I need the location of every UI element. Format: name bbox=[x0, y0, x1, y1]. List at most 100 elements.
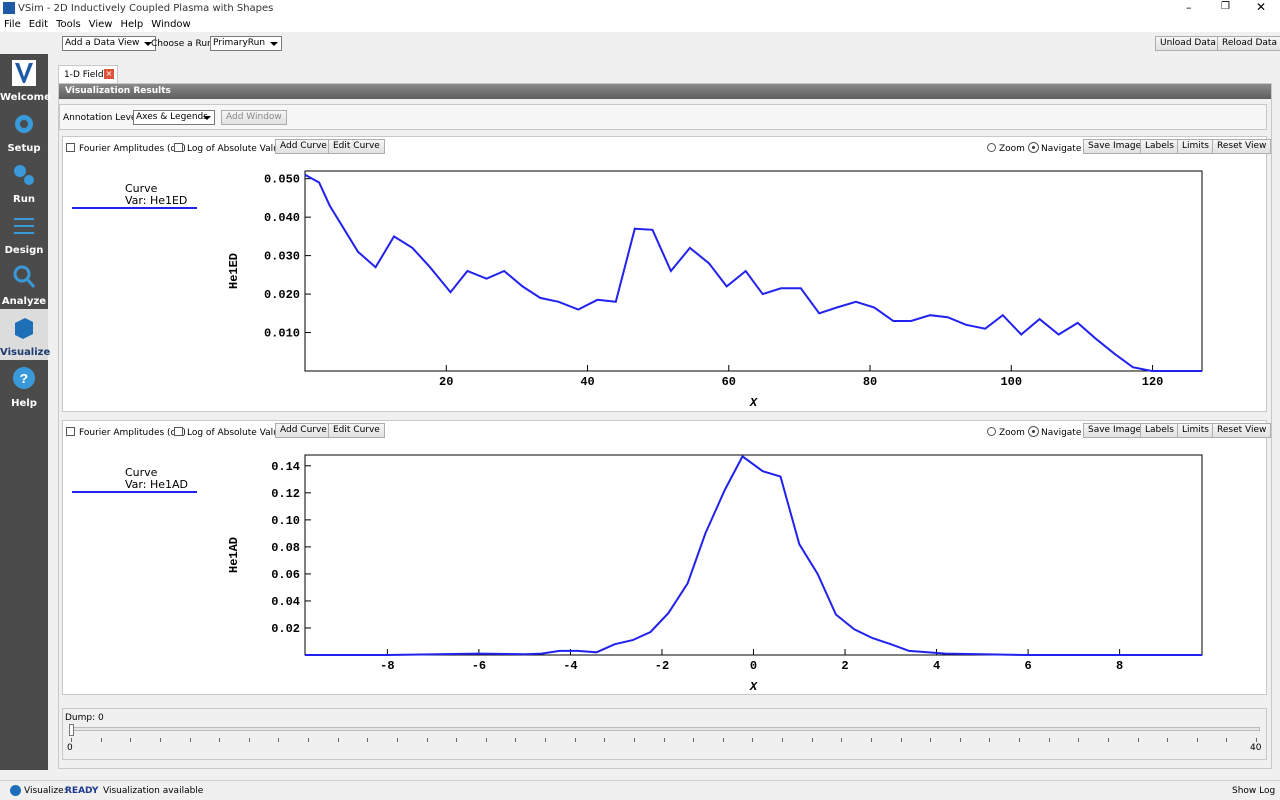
slider-tick bbox=[604, 738, 606, 742]
sidebar-item[interactable]: Design bbox=[0, 207, 48, 258]
limits-button[interactable]: Limits bbox=[1177, 423, 1214, 438]
slider-tick bbox=[396, 738, 398, 742]
slider-tick bbox=[426, 738, 428, 742]
radio[interactable] bbox=[1028, 426, 1039, 437]
slider-tick bbox=[693, 738, 695, 742]
x-tick-label: 120 bbox=[1142, 375, 1164, 389]
slider-tick bbox=[989, 738, 991, 742]
sidebar-label: Visualize bbox=[0, 347, 51, 358]
tab-close[interactable]: × bbox=[104, 69, 114, 79]
data-line bbox=[304, 173, 1202, 372]
slider-tick bbox=[278, 738, 280, 742]
reset-view-button[interactable]: Reset View bbox=[1212, 423, 1272, 438]
slider-tick bbox=[248, 738, 250, 742]
slider-tick bbox=[1167, 738, 1169, 742]
icon bbox=[12, 60, 36, 86]
y-tick-label: 0.06 bbox=[271, 568, 300, 582]
sidebar-item[interactable]: Setup bbox=[0, 105, 48, 156]
legend-var: Var: He1AD bbox=[125, 478, 188, 491]
tab[interactable]: 1-D Fields × bbox=[58, 65, 118, 83]
y-tick-label: 0.050 bbox=[264, 173, 300, 187]
sidebar-item[interactable]: Run bbox=[0, 156, 48, 207]
radio-label: Zoom bbox=[999, 143, 1025, 154]
menu-item[interactable]: View bbox=[88, 19, 113, 30]
y-axis-label: He1AD bbox=[227, 537, 241, 573]
radio[interactable] bbox=[987, 143, 996, 152]
close[interactable]: ✕ bbox=[1256, 0, 1267, 14]
minimize[interactable]: – bbox=[1186, 1, 1192, 14]
y-tick-label: 0.020 bbox=[264, 288, 300, 302]
menu-item[interactable]: Edit bbox=[28, 19, 49, 30]
svg-text:?: ? bbox=[20, 372, 28, 388]
radio[interactable] bbox=[987, 427, 996, 436]
icon bbox=[14, 165, 34, 185]
reset-view-button[interactable]: Reset View bbox=[1212, 139, 1272, 154]
menu-item[interactable]: Tools bbox=[56, 19, 81, 30]
sidebar-label: Design bbox=[4, 245, 44, 256]
slider-tick bbox=[1256, 738, 1257, 742]
checkbox[interactable] bbox=[66, 427, 75, 436]
sidebar-item[interactable]: ? Help bbox=[0, 360, 48, 411]
maximize[interactable]: ❐ bbox=[1221, 1, 1230, 12]
sidebar-item[interactable]: Welcome bbox=[0, 54, 51, 105]
checkbox[interactable] bbox=[66, 143, 75, 152]
limits-button[interactable]: Limits bbox=[1177, 139, 1214, 154]
save-image-button[interactable]: Save Image bbox=[1083, 139, 1147, 154]
x-tick-label: 0 bbox=[750, 659, 757, 673]
data-view-dropdown[interactable]: Add a Data View bbox=[62, 36, 157, 51]
annotation-label: Annotation Level: bbox=[63, 113, 143, 123]
status-icon bbox=[10, 785, 21, 796]
x-tick-label: 60 bbox=[722, 375, 736, 389]
show-log-button[interactable]: Show Log bbox=[1232, 786, 1276, 796]
status-message: Visualization available bbox=[103, 786, 204, 796]
y-axis-label: He1ED bbox=[227, 253, 241, 289]
save-image-button[interactable]: Save Image bbox=[1083, 423, 1147, 438]
slider-tick bbox=[1196, 738, 1198, 742]
run-label: Choose a Run: bbox=[151, 39, 216, 49]
icon: ? bbox=[13, 367, 35, 389]
slider-handle[interactable] bbox=[69, 724, 74, 736]
sidebar-item[interactable]: Analyze bbox=[0, 258, 48, 309]
reload-data-button[interactable]: Reload Data bbox=[1217, 36, 1280, 51]
x-tick-label: 100 bbox=[1000, 375, 1022, 389]
legend-label: Curve bbox=[125, 182, 158, 195]
y-tick-label: 0.010 bbox=[264, 327, 300, 341]
window-title: VSim - 2D Inductively Coupled Plasma wit… bbox=[18, 3, 274, 14]
x-axis-label: X bbox=[749, 396, 758, 410]
slider-tick bbox=[574, 738, 576, 742]
menu-item[interactable]: File bbox=[4, 19, 21, 30]
checkbox-label: Log of Absolute Value bbox=[187, 143, 285, 154]
menu-bar: File Edit Tools View Help Window bbox=[0, 17, 1280, 32]
menu-item[interactable]: Help bbox=[120, 19, 144, 30]
slider-tick bbox=[1048, 738, 1050, 742]
menu-item[interactable]: Window bbox=[151, 19, 191, 30]
slider-tick bbox=[545, 738, 546, 742]
slider-tick bbox=[367, 738, 369, 742]
slider-tick bbox=[308, 738, 309, 742]
edit-curve-button[interactable]: Edit Curve bbox=[328, 139, 385, 154]
add-curve-button[interactable]: Add Curve bbox=[275, 423, 332, 438]
sidebar-label: Welcome bbox=[0, 92, 51, 103]
slider-tick bbox=[456, 738, 458, 742]
icon bbox=[14, 218, 34, 234]
run-dropdown[interactable]: PrimaryRun bbox=[210, 36, 283, 51]
slider-tick bbox=[1137, 738, 1139, 742]
plot-area bbox=[304, 170, 1203, 372]
sidebar-item[interactable]: Visualize bbox=[0, 309, 51, 360]
radio[interactable] bbox=[1028, 142, 1039, 153]
annotation-dropdown[interactable]: Axes & Legends bbox=[133, 110, 215, 125]
add-window-button[interactable]: Add Window bbox=[221, 110, 287, 125]
plot-panel bbox=[62, 420, 1267, 695]
x-tick-label: 20 bbox=[439, 375, 453, 389]
checkbox[interactable] bbox=[174, 143, 183, 152]
slider-tick bbox=[159, 738, 161, 742]
sidebar: Welcome Setup Run Design Analyze Visuali… bbox=[0, 54, 51, 770]
slider-tick bbox=[515, 738, 517, 742]
icon bbox=[15, 115, 33, 133]
x-tick-label: 80 bbox=[863, 375, 877, 389]
x-tick-label: -6 bbox=[472, 659, 486, 673]
plot-area bbox=[304, 454, 1203, 656]
edit-curve-button[interactable]: Edit Curve bbox=[328, 423, 385, 438]
checkbox[interactable] bbox=[174, 427, 183, 436]
